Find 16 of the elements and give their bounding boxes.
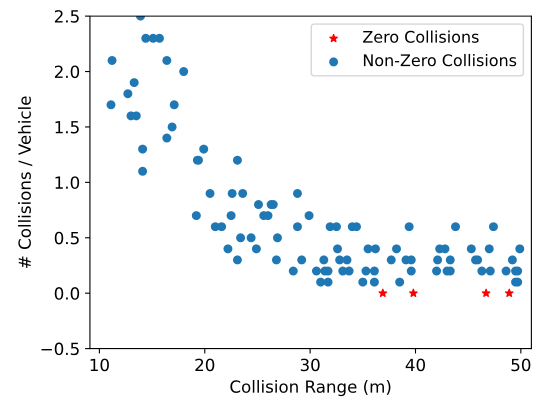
legend-label: Non-Zero Collisions [364,54,516,66]
x-axis-title: Collision Range (m) [230,380,390,396]
y-axis-title: # Collisions / Vehicle [18,96,32,268]
y-tick-label: 1.0 [56,176,80,189]
y-tick-label: 0.5 [54,232,79,244]
x-tick-label: 20 [195,358,214,372]
x-tick-label: 10 [90,358,109,372]
y-tick-label: 0.0 [54,287,80,300]
y-tick-label: 2.5 [54,10,79,23]
y-tick-label: 2.0 [54,65,80,78]
x-tick-label: 40 [406,358,425,372]
y-tick-label: −0.5 [41,342,79,356]
x-tick-label: 50 [512,358,530,372]
legend-label: Zero Collisions [363,30,479,43]
x-tick-label: 30 [300,358,320,372]
y-tick-label: 1.5 [56,121,79,134]
